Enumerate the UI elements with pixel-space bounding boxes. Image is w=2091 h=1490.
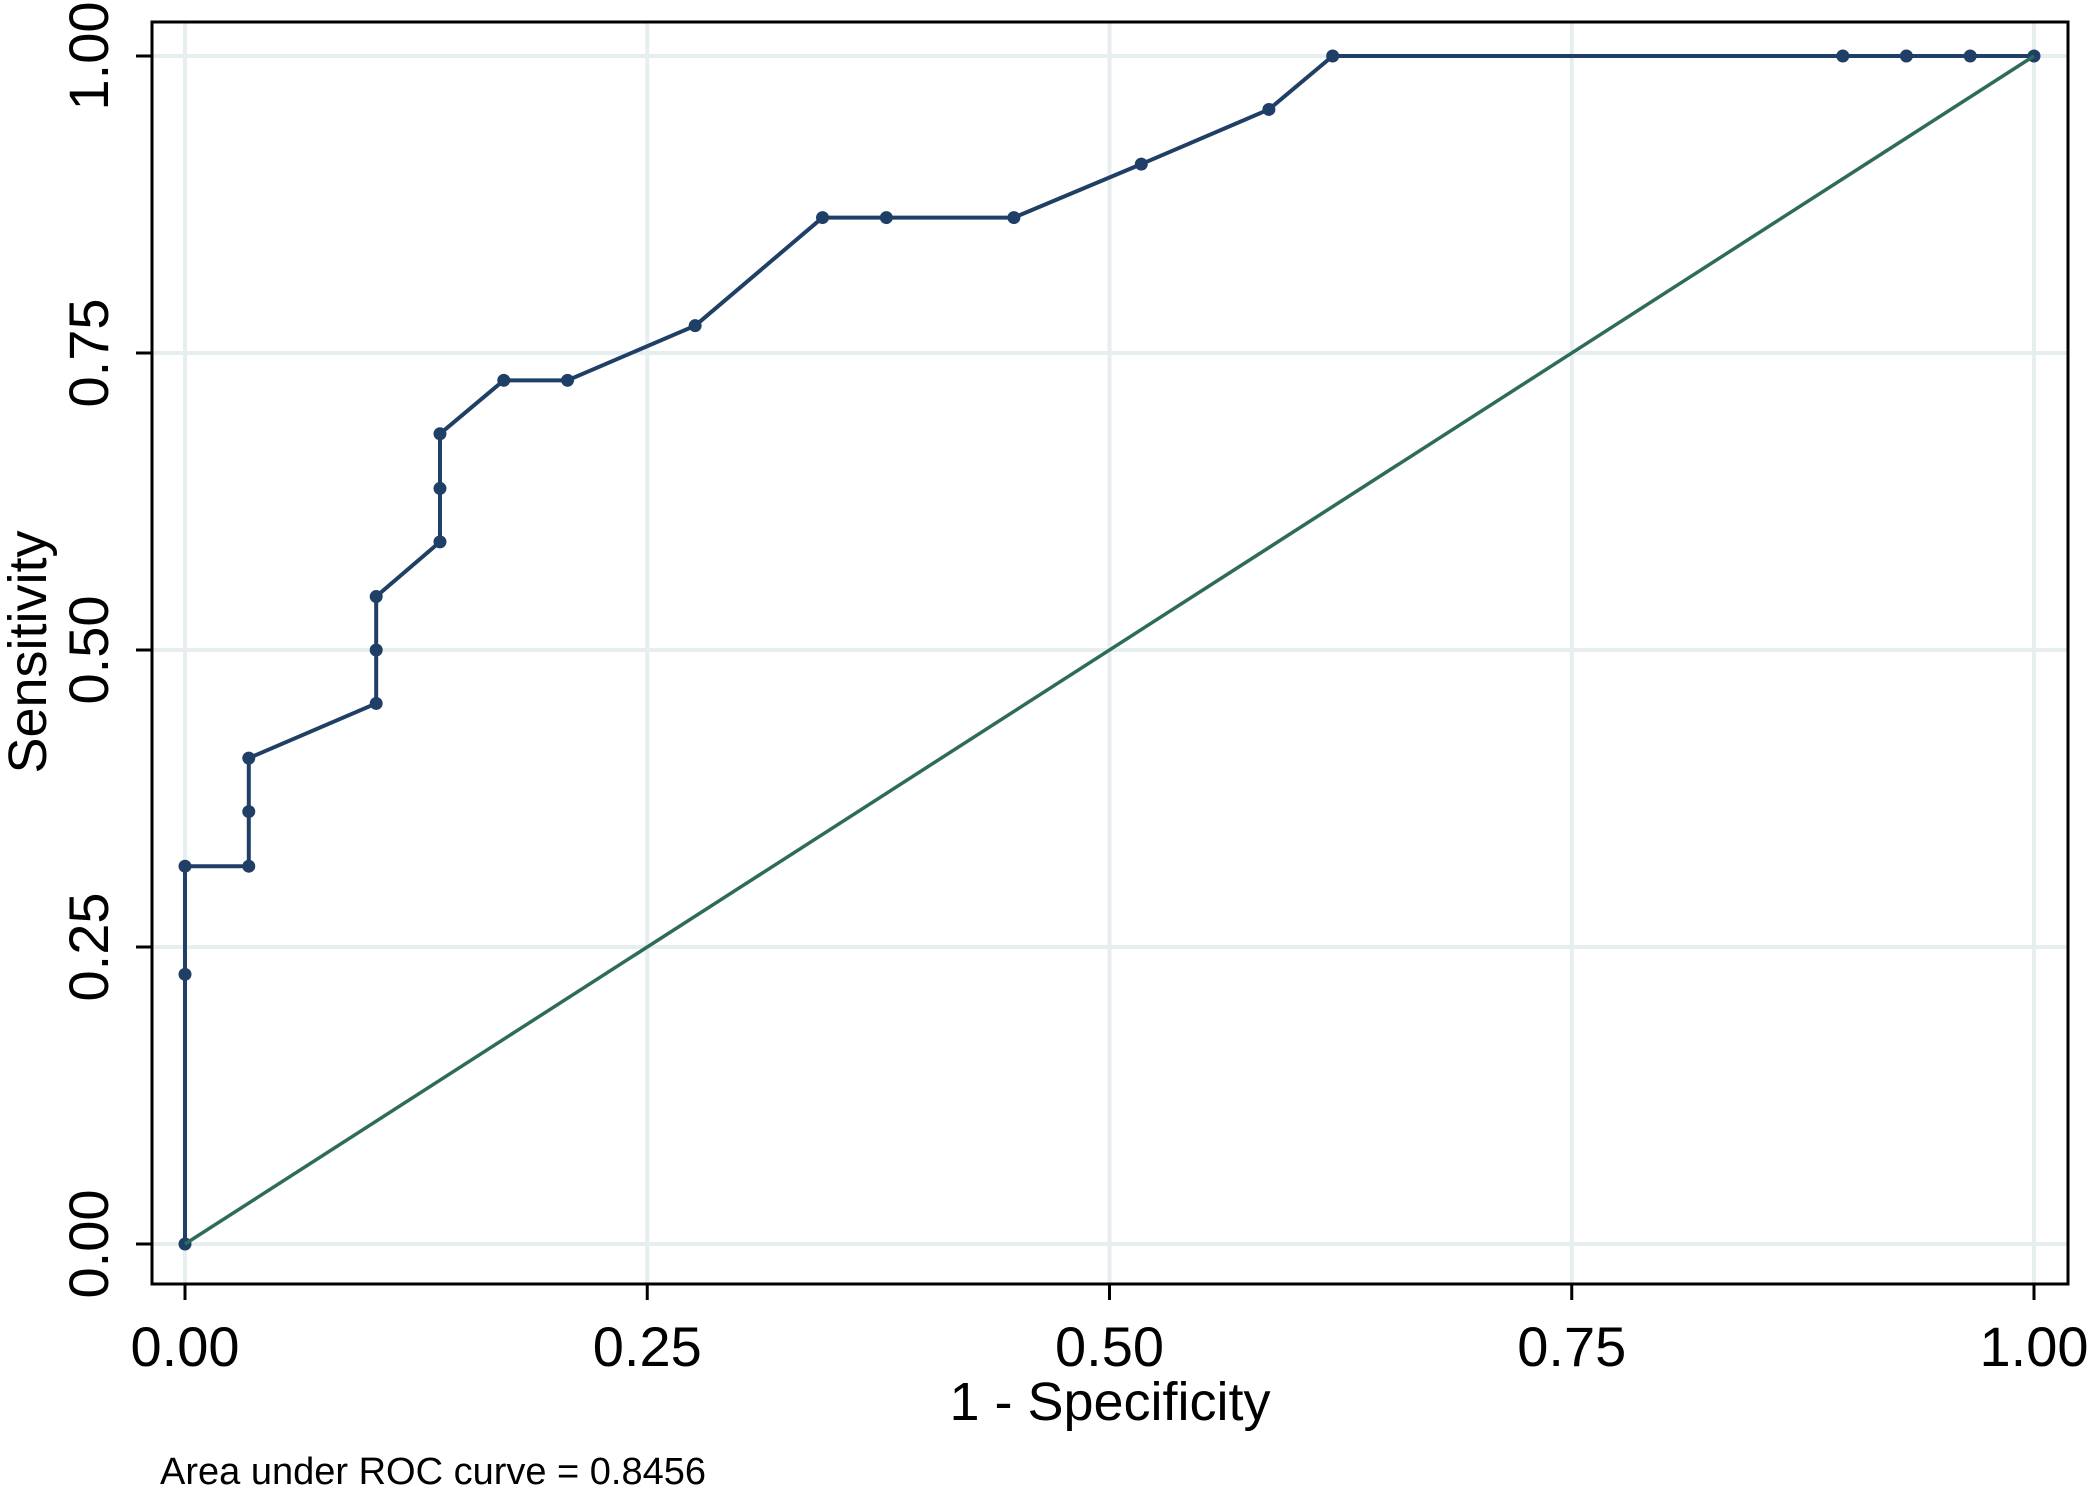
- roc-point: [816, 211, 830, 225]
- roc-point: [433, 427, 447, 441]
- roc-point: [1326, 49, 1340, 63]
- auc-note: Area under ROC curve = 0.8456: [160, 1451, 706, 1490]
- x-tick-label: 0.50: [1055, 1315, 1164, 1378]
- roc-point: [879, 211, 893, 225]
- y-tick-label: 0.50: [57, 596, 120, 705]
- roc-point: [1899, 49, 1913, 63]
- x-tick-label: 1.00: [1980, 1315, 2089, 1378]
- roc-point: [1963, 49, 1977, 63]
- roc-point: [1134, 157, 1148, 171]
- roc-point: [369, 590, 383, 604]
- ticks: 0.00 0.25 0.50 0.75 1.00 0.00 0.25 0.50 0.75 1.00: [57, 2, 2089, 1379]
- reference-line: [184, 54, 2035, 1246]
- roc-point: [242, 805, 256, 819]
- roc-point: [497, 373, 511, 387]
- roc-point: [242, 859, 256, 873]
- roc-point: [433, 535, 447, 549]
- roc-point: [433, 481, 447, 495]
- roc-point: [178, 967, 192, 981]
- y-tick-label: 0.75: [57, 299, 120, 408]
- x-axis-title: 1 - Specificity: [949, 1372, 1270, 1432]
- roc-point: [688, 319, 702, 333]
- y-tick-label: 0.00: [57, 1190, 120, 1299]
- roc-point: [242, 751, 256, 765]
- roc-point: [1007, 211, 1021, 225]
- roc-point: [369, 643, 383, 657]
- x-tick-label: 0.00: [131, 1315, 240, 1378]
- x-tick-label: 0.25: [593, 1315, 702, 1378]
- y-axis-title: Sensitivity: [0, 530, 58, 773]
- roc-point: [561, 373, 575, 387]
- y-tick-label: 0.25: [57, 893, 120, 1002]
- roc-point: [1262, 102, 1276, 116]
- x-tick-label: 0.75: [1517, 1315, 1626, 1378]
- roc-point: [369, 696, 383, 710]
- roc-point: [1836, 49, 1850, 63]
- series: [178, 49, 2041, 1251]
- y-tick-label: 1.00: [57, 2, 120, 111]
- roc-point: [178, 859, 192, 873]
